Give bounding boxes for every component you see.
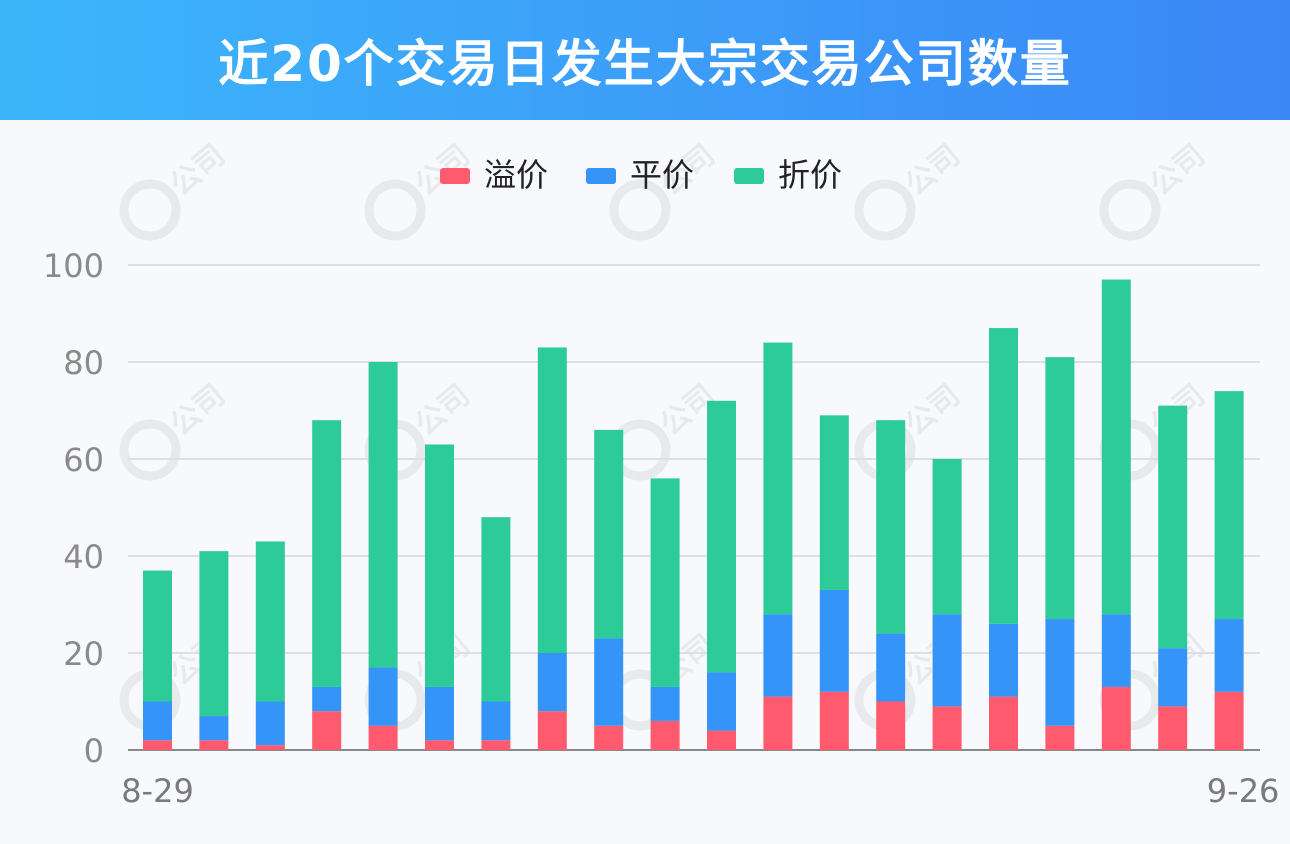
- y-tick-label: 60: [63, 441, 104, 479]
- bar-segment: [650, 478, 680, 687]
- y-tick-label: 0: [84, 732, 104, 770]
- y-tick-label: 100: [43, 247, 104, 285]
- bar-segment: [255, 701, 285, 746]
- bar-segment: [199, 716, 229, 741]
- legend-item: 折价: [734, 156, 842, 194]
- title-banner: 近20个交易日发生大宗交易公司数量: [0, 0, 1290, 120]
- bar-segment: [989, 623, 1018, 697]
- bar-segment: [481, 740, 511, 750]
- bar-segment: [819, 691, 849, 750]
- bar-segment: [1101, 614, 1131, 687]
- bar-segment: [932, 614, 962, 707]
- bar-segment: [143, 740, 172, 750]
- bar-segment: [989, 696, 1018, 750]
- legend-label: 溢价: [484, 156, 548, 194]
- legend-label: 折价: [778, 156, 842, 194]
- legend-swatch: [734, 168, 764, 184]
- legend: 溢价 平价 折价: [440, 156, 842, 194]
- bar-segment: [312, 420, 342, 687]
- bar-segment: [312, 711, 342, 750]
- bar-segment: [368, 667, 398, 726]
- bar-segment: [650, 686, 680, 721]
- legend-item: 平价: [586, 156, 694, 194]
- bar-segment: [1101, 686, 1131, 750]
- bar-segment: [989, 328, 1018, 624]
- watermark-icon: 公司: [854, 138, 967, 241]
- bar-segment: [537, 653, 567, 712]
- y-tick-label: 80: [63, 344, 104, 382]
- bar-segment: [1045, 357, 1075, 620]
- bar-segment: [368, 725, 398, 750]
- bar-segment: [763, 342, 793, 615]
- bar-segment: [594, 429, 624, 639]
- watermark-icon: 公司: [364, 138, 477, 241]
- bar-segment: [143, 701, 172, 741]
- bar-segment: [819, 589, 849, 692]
- bar-segment: [255, 745, 285, 750]
- y-axis-ticks: 0 20 40 60 80 100: [43, 247, 104, 770]
- bars: [143, 279, 1244, 750]
- watermark-icon: 公司: [119, 138, 232, 241]
- bar-segment: [763, 696, 793, 750]
- bar-segment: [707, 400, 736, 673]
- bar-segment: [932, 459, 962, 615]
- bar-segment: [199, 551, 229, 717]
- bar-segment: [425, 444, 454, 687]
- bar-segment: [199, 740, 229, 750]
- legend-label: 平价: [630, 156, 694, 194]
- watermark-icon: 公司: [1099, 138, 1212, 241]
- legend-item: 溢价: [440, 156, 548, 194]
- chart-title: 近20个交易日发生大宗交易公司数量: [218, 35, 1072, 93]
- y-tick-label: 40: [63, 538, 104, 576]
- bar-segment: [876, 701, 906, 750]
- bar-segment: [1214, 691, 1244, 750]
- bar-segment: [707, 730, 736, 750]
- bar-segment: [368, 362, 398, 668]
- bar-segment: [143, 570, 172, 702]
- bar-segment: [1158, 648, 1188, 707]
- bar-segment: [1158, 405, 1188, 649]
- bar-segment: [707, 672, 736, 731]
- legend-swatch: [586, 168, 616, 184]
- x-tick-label: 9-26: [1207, 772, 1280, 810]
- bar-segment: [537, 347, 567, 653]
- bar-segment: [481, 701, 511, 741]
- bar-segment: [1158, 706, 1188, 750]
- bar-segment: [819, 415, 849, 590]
- bar-segment: [1214, 391, 1244, 620]
- bar-segment: [650, 720, 680, 750]
- bar-segment: [932, 706, 962, 750]
- x-axis-ticks: 8-29 9-26: [121, 772, 1279, 810]
- bar-segment: [312, 686, 342, 712]
- bar-segment: [481, 517, 511, 702]
- bar-segment: [876, 420, 906, 634]
- bar-segment: [594, 638, 624, 726]
- bar-segment: [537, 711, 567, 750]
- watermark-icon: 公司: [119, 378, 232, 481]
- x-tick-label: 8-29: [121, 772, 194, 810]
- bar-segment: [876, 633, 906, 702]
- legend-swatch: [440, 168, 470, 184]
- bar-segment: [1045, 619, 1075, 726]
- bar-segment: [1045, 725, 1075, 750]
- y-tick-label: 20: [63, 635, 104, 673]
- bar-segment: [763, 614, 793, 697]
- bar-segment: [1214, 619, 1244, 692]
- bar-segment: [594, 725, 624, 750]
- bar-segment: [255, 541, 285, 702]
- bar-segment: [425, 740, 454, 750]
- bar-segment: [425, 686, 454, 741]
- bar-segment: [1101, 279, 1131, 615]
